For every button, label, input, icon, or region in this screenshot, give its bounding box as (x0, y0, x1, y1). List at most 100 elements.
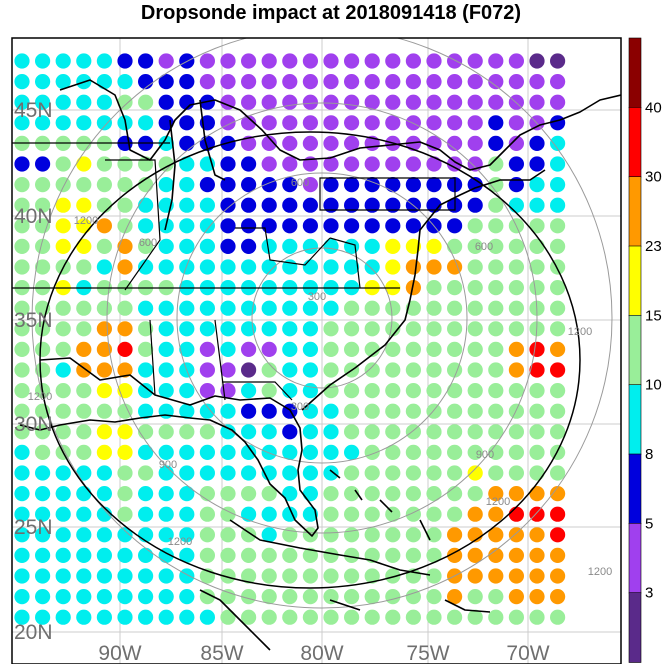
impact-dot (364, 486, 380, 502)
impact-dot (323, 609, 339, 625)
impact-dot (241, 424, 257, 440)
colorbar-swatch (628, 176, 642, 247)
impact-dot (261, 156, 277, 172)
impact-dot (344, 177, 360, 193)
impact-dot (96, 238, 112, 254)
impact-dot (529, 444, 545, 460)
impact-dot (323, 424, 339, 440)
impact-dot (96, 341, 112, 357)
impact-dot (426, 547, 442, 564)
impact-dot (158, 486, 174, 502)
impact-dot (405, 527, 421, 543)
impact-dot (508, 115, 524, 131)
impact-dot (364, 74, 380, 90)
impact-dot (550, 53, 566, 69)
impact-dot (76, 238, 92, 254)
impact-dot (467, 53, 483, 69)
impact-dot (35, 486, 51, 502)
impact-dot (467, 424, 483, 440)
impact-dot (385, 444, 401, 460)
impact-dot (261, 94, 277, 110)
impact-dot (261, 259, 277, 275)
impact-dot (241, 197, 257, 213)
impact-dot (426, 424, 442, 440)
impact-dot (447, 383, 463, 399)
impact-dot (405, 362, 421, 378)
impact-dot (179, 74, 195, 90)
impact-dot (14, 527, 30, 543)
impact-dot (529, 383, 545, 399)
impact-dot (96, 259, 112, 275)
impact-dot (199, 238, 215, 254)
impact-dot (158, 465, 174, 481)
impact-dot (138, 300, 154, 316)
impact-dot (488, 547, 504, 564)
impact-dot (467, 568, 483, 584)
impact-dot (199, 177, 215, 193)
impact-dot (550, 486, 566, 502)
colorbar-label: 8 (645, 446, 653, 463)
impact-dot (529, 53, 545, 69)
impact-dot (467, 115, 483, 131)
impact-dot (55, 197, 71, 213)
impact-dot (488, 362, 504, 378)
impact-dot (488, 506, 504, 522)
impact-dot (426, 135, 442, 151)
impact-dot (199, 321, 215, 337)
impact-dot (302, 300, 318, 316)
impact-dot (14, 94, 30, 110)
impact-dot (447, 341, 463, 357)
impact-dot (344, 609, 360, 625)
impact-dot (508, 424, 524, 440)
impact-dot (323, 259, 339, 275)
impact-dot (467, 177, 483, 193)
impact-dot (447, 280, 463, 296)
impact-dot (344, 321, 360, 337)
impact-dot (302, 547, 318, 564)
impact-dot (199, 547, 215, 564)
impact-dot (529, 465, 545, 481)
impact-dot (385, 300, 401, 316)
impact-dot (323, 300, 339, 316)
impact-dot (35, 589, 51, 605)
impact-dot (179, 486, 195, 502)
impact-dot (158, 424, 174, 440)
impact-dot (241, 115, 257, 131)
impact-dot (199, 527, 215, 543)
impact-dot (14, 589, 30, 605)
impact-dot (364, 341, 380, 357)
impact-dot (14, 506, 30, 522)
impact-dot (385, 506, 401, 522)
colorbar-swatch (628, 522, 642, 594)
impact-dot (529, 403, 545, 419)
impact-dot (96, 403, 112, 419)
impact-dot (96, 94, 112, 110)
impact-dot (426, 362, 442, 378)
impact-dot (550, 465, 566, 481)
impact-dot (302, 218, 318, 234)
impact-dot (488, 403, 504, 419)
impact-dot (323, 197, 339, 213)
impact-dot (14, 424, 30, 440)
impact-dot (323, 321, 339, 337)
impact-dot (261, 362, 277, 378)
impact-dot (76, 300, 92, 316)
impact-dot (138, 589, 154, 605)
impact-dot (179, 444, 195, 460)
impact-dot (76, 156, 92, 172)
impact-dot (344, 259, 360, 275)
impact-dot (179, 197, 195, 213)
impact-dot (344, 403, 360, 419)
impact-dot (529, 362, 545, 378)
impact-dot (179, 527, 195, 543)
impact-dot (55, 609, 71, 625)
impact-dot (405, 403, 421, 419)
impact-dot (426, 383, 442, 399)
impact-dot (261, 115, 277, 131)
impact-dot (508, 527, 524, 543)
impact-dot (241, 547, 257, 564)
impact-dot (364, 424, 380, 440)
impact-dot (508, 589, 524, 605)
impact-dot (199, 609, 215, 625)
impact-dot (241, 135, 257, 151)
